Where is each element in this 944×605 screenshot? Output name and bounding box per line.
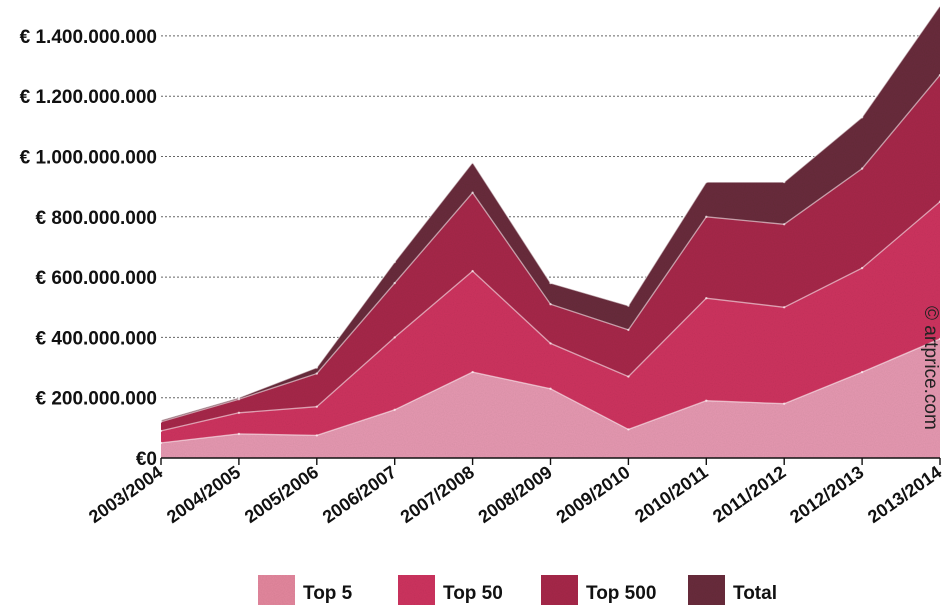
data-point-top-5 — [159, 441, 163, 445]
area-top-50 — [161, 201, 940, 458]
legend-label-top-500: Top 500 — [586, 583, 656, 604]
data-point-top-50 — [783, 306, 786, 309]
data-point-top-500 — [393, 281, 396, 285]
x-tick-label: 2006/2007 — [319, 462, 400, 527]
data-point-top-50 — [860, 266, 864, 270]
x-tick-label: 2011/2012 — [709, 462, 789, 527]
data-point-total — [705, 180, 708, 184]
data-point-top-500 — [705, 215, 708, 218]
data-point-top-50 — [705, 297, 708, 300]
data-point-top-50 — [471, 269, 474, 273]
y-tick-label: € 1.000.000.000 — [20, 148, 157, 169]
area-top-5 — [161, 338, 940, 458]
x-axis-ticks: 2003/20042004/20052005/20062006/20072007… — [85, 462, 944, 527]
y-axis-ticks: €0 € 200.000.000 € 400.000.000 € 600.000.00… — [20, 27, 157, 470]
x-tick-label: 2009/2010 — [553, 462, 634, 527]
chart-areas — [159, 4, 942, 459]
x-axis-baseline — [160, 457, 941, 465]
gridlines — [161, 35, 940, 399]
data-point-top-5 — [393, 408, 396, 411]
data-point-top-5 — [860, 370, 864, 374]
data-point-top-500 — [938, 73, 942, 77]
legend-swatch-top-50 — [398, 575, 435, 605]
data-point-top-50 — [938, 200, 942, 203]
x-tick-label: 2004/2005 — [163, 462, 244, 527]
data-point-top-5 — [705, 399, 708, 402]
legend-label-top-50: Top 50 — [443, 583, 503, 604]
data-point-total — [549, 281, 552, 285]
data-point-total — [315, 366, 318, 369]
data-point-top-500 — [783, 223, 786, 226]
data-point-top-500 — [237, 398, 241, 401]
data-point-top-50 — [393, 336, 396, 339]
x-tick-label: 2012/2013 — [786, 462, 867, 527]
data-point-top-5 — [237, 432, 241, 436]
x-tick-label: 2010/2011 — [631, 462, 711, 527]
data-point-top-500 — [471, 191, 474, 194]
data-point-top-50 — [315, 405, 318, 408]
data-point-top-5 — [549, 387, 552, 390]
legend-label-top-5: Top 5 — [303, 583, 353, 604]
data-point-top-50 — [549, 342, 552, 345]
data-point-top-500 — [159, 420, 163, 423]
y-tick-label: €0 — [136, 449, 157, 470]
x-tick-label: 2007/2008 — [397, 462, 478, 527]
data-point-total — [627, 304, 630, 307]
x-tick-label: 2005/2006 — [241, 462, 322, 527]
y-tick-label: € 400.000.000 — [35, 328, 157, 349]
data-point-top-500 — [549, 303, 552, 306]
watermark-text: © artprice.com — [920, 306, 941, 430]
legend-swatch-top-5 — [258, 575, 295, 605]
data-point-total — [860, 116, 864, 119]
data-point-top-5 — [938, 337, 942, 341]
y-tick-label: € 600.000.000 — [35, 268, 157, 289]
data-point-top-5 — [783, 402, 786, 405]
data-point-top-500 — [860, 167, 864, 170]
legend-label-total: Total — [733, 583, 777, 604]
x-tick-label: 2008/2009 — [475, 462, 556, 527]
y-tick-label: € 1.400.000.000 — [20, 27, 157, 48]
data-point-top-5 — [471, 370, 474, 374]
data-point-total — [938, 4, 942, 8]
y-tick-label: € 1.200.000.000 — [20, 87, 157, 108]
data-point-total — [783, 180, 786, 184]
y-tick-label: € 800.000.000 — [35, 208, 157, 229]
y-tick-label: € 200.000.000 — [35, 389, 157, 410]
legend: Top 5 Top 50 Top 500 Total — [258, 575, 777, 605]
data-point-top-500 — [627, 328, 630, 332]
legend-swatch-top-500 — [541, 575, 578, 605]
legend-swatch-total — [688, 575, 725, 605]
data-point-total — [471, 161, 474, 164]
data-point-top-5 — [627, 428, 630, 431]
data-point-total — [393, 260, 396, 264]
x-tick-label: 2003/2004 — [85, 462, 166, 527]
data-point-top-50 — [237, 411, 241, 414]
data-point-top-50 — [627, 375, 630, 378]
data-point-top-5 — [315, 434, 318, 437]
data-point-top-500 — [315, 372, 318, 375]
x-tick-label: 2013/2014 — [864, 462, 944, 527]
data-point-top-50 — [159, 429, 163, 433]
